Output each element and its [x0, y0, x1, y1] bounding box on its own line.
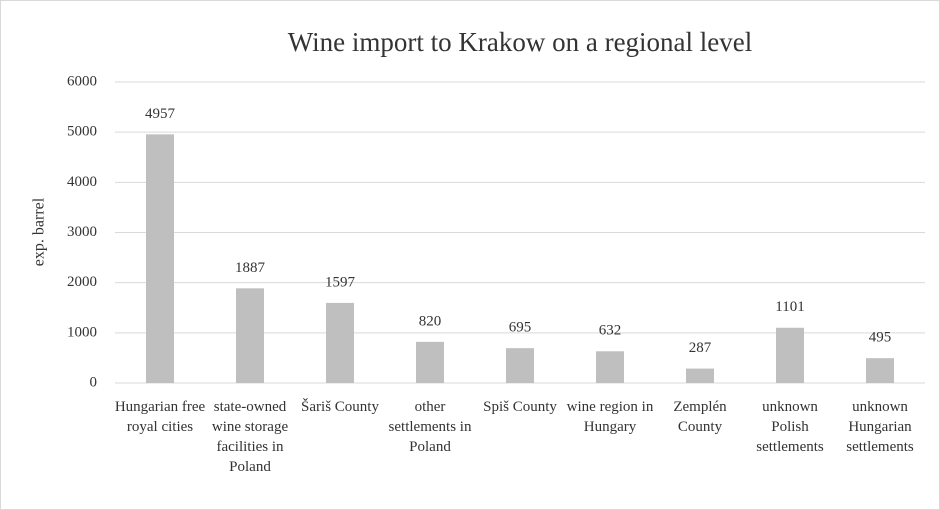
x-tick-label: Šariš County: [301, 399, 379, 415]
x-tick-label: wine region in Hungary: [566, 399, 654, 435]
bar: [416, 341, 444, 383]
x-tick-label: unknown Hungarian settlements: [846, 399, 914, 455]
y-tick-label: 3000: [67, 224, 97, 240]
bar: [506, 348, 534, 383]
x-tick-label: Zemplén County: [673, 399, 727, 435]
x-tick-label: unknown Polish settlements: [756, 399, 824, 455]
y-tick-label: 5000: [67, 124, 97, 140]
data-label: 695: [509, 320, 532, 336]
data-label: 4957: [145, 106, 176, 122]
data-label: 495: [869, 330, 892, 346]
bar: [776, 327, 804, 383]
bar: [326, 302, 354, 383]
y-axis-label: exp. barrel: [31, 197, 48, 266]
y-tick-label: 6000: [67, 73, 97, 89]
data-label: 1101: [775, 299, 804, 315]
data-label: 287: [689, 340, 712, 356]
bar: [686, 368, 714, 383]
bar: [236, 288, 264, 383]
bar: [146, 134, 174, 383]
chart-title: Wine import to Krakow on a regional leve…: [288, 27, 753, 57]
y-tick-label: 0: [90, 374, 98, 390]
x-tick-label: state-owned wine storage facilities in P…: [211, 399, 289, 475]
bar: [596, 351, 624, 383]
y-tick-label: 1000: [67, 324, 97, 340]
data-label: 632: [599, 323, 622, 339]
y-tick-label: 2000: [67, 274, 97, 290]
y-tick-label: 4000: [67, 174, 97, 190]
x-tick-label: Spiš County: [483, 399, 557, 415]
x-tick-label: other settlements in Poland: [388, 399, 472, 455]
data-label: 1597: [325, 274, 356, 290]
bar: [866, 358, 894, 383]
data-label: 820: [419, 313, 442, 329]
x-tick-label: Hungarian free royal cities: [114, 399, 206, 435]
data-label: 1887: [235, 260, 266, 276]
